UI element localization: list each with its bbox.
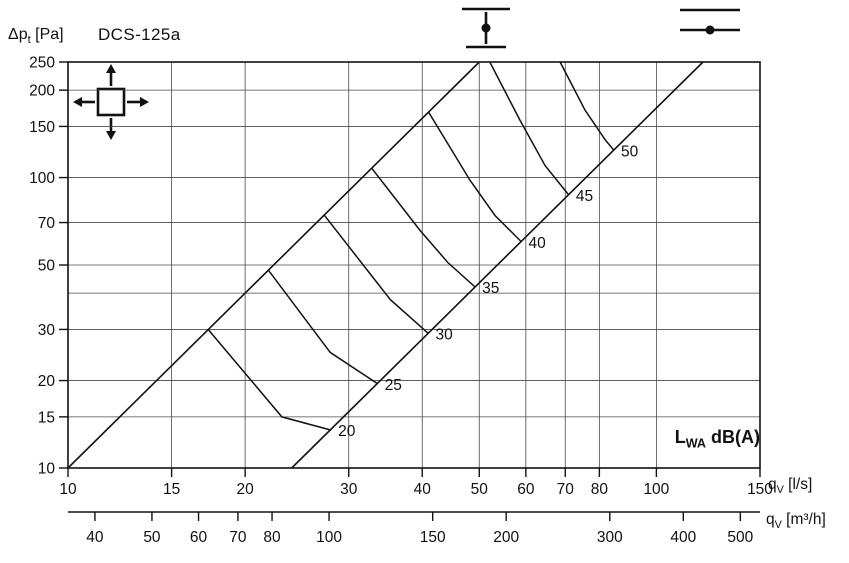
y-tick-label: 70 — [38, 215, 56, 232]
noise-curve-label: 35 — [482, 280, 499, 297]
x-axis-ls-suffix: [l/s] — [783, 476, 813, 493]
y-tick-label: 250 — [29, 55, 55, 72]
x-tick-label: 50 — [471, 481, 489, 498]
upper-flow-limit-line — [291, 61, 704, 469]
m3h-tick-label: 80 — [263, 529, 281, 546]
y-tick-label: 10 — [38, 461, 56, 478]
vertical-duct-mount-icon — [462, 7, 510, 49]
noise-curve-label: 40 — [529, 235, 547, 252]
chart-content: 10 15 20 30 50 70 100 150 200 250 10 15 20 30 40 50 60 70… — [29, 55, 773, 547]
y-tick-label: 20 — [38, 373, 56, 390]
noise-curve-30 — [324, 215, 430, 335]
m3h-tick-label: 500 — [727, 529, 753, 546]
horizontal-duct-mount-icon — [680, 8, 740, 35]
page-title: DCS-125a — [98, 25, 181, 44]
y-tick-label: 15 — [38, 409, 55, 426]
x-tick-label: 40 — [414, 481, 432, 498]
x-tick-label: 15 — [163, 481, 180, 498]
noise-unit-label: LWA dB(A) — [560, 427, 760, 451]
noise-curve-40 — [427, 111, 523, 243]
x-tick-label: 100 — [643, 481, 669, 498]
x-tick-label: 60 — [517, 481, 535, 498]
y-axis-title-sub: t — [27, 34, 31, 47]
x-axis-ls-prefix: q — [768, 476, 777, 493]
noise-curve-20 — [207, 328, 332, 431]
four-way-airflow-icon — [73, 64, 149, 140]
m3h-tick-label: 50 — [143, 529, 161, 546]
y-tick-label: 150 — [29, 119, 55, 136]
noise-curve-25 — [267, 269, 379, 385]
y-tick-label: 200 — [29, 83, 55, 100]
m3h-tick-label: 200 — [493, 529, 519, 546]
m3h-tick-label: 100 — [316, 529, 342, 546]
m3h-tick-label: 300 — [597, 529, 623, 546]
noise-curve-label: 50 — [621, 143, 639, 160]
y-axis-title: Δpt [Pa] — [8, 26, 64, 46]
m3h-tick-label: 400 — [670, 529, 696, 546]
x-axis-m3h-prefix: q — [766, 511, 775, 528]
noise-curve-35 — [370, 167, 476, 288]
x-axis-m3h-sub: V — [774, 519, 782, 532]
noise-unit-suffix: dB(A) — [706, 427, 760, 447]
y-axis-title-prefix: Δp — [8, 26, 28, 43]
x-tick-label: 150 — [747, 481, 773, 498]
noise-unit-prefix: L — [674, 427, 686, 447]
noise-curve-50 — [559, 61, 615, 151]
x-axis-ls-title: qV [l/s] — [768, 476, 812, 496]
noise-curve-45 — [489, 61, 570, 196]
m3h-tick-label: 70 — [229, 529, 247, 546]
noise-curve-label: 45 — [576, 188, 593, 205]
y-tick-label: 100 — [29, 170, 55, 187]
lower-flow-limit-line — [67, 61, 480, 469]
noise-curve-label: 25 — [385, 377, 402, 394]
x-tick-label: 70 — [557, 481, 575, 498]
noise-curve-label: 20 — [338, 423, 356, 440]
x-axis-ls-sub: V — [776, 484, 784, 497]
m3h-tick-label: 60 — [190, 529, 208, 546]
m3h-tick-label: 150 — [420, 529, 446, 546]
x-tick-label: 10 — [59, 481, 77, 498]
y-axis-title-suffix: [Pa] — [30, 26, 64, 43]
x-tick-label: 30 — [340, 481, 358, 498]
m3h-tick-label: 40 — [86, 529, 104, 546]
x-axis-m3h-suffix: [m³/h] — [781, 511, 826, 528]
x-tick-label: 20 — [236, 481, 254, 498]
noise-curve-label: 30 — [436, 327, 454, 344]
x-tick-label: 80 — [591, 481, 609, 498]
y-tick-label: 50 — [38, 258, 56, 275]
x-axis-m3h-title: qV [m³/h] — [766, 511, 826, 531]
y-tick-label: 30 — [38, 322, 56, 339]
noise-unit-sub: WA — [685, 436, 707, 451]
